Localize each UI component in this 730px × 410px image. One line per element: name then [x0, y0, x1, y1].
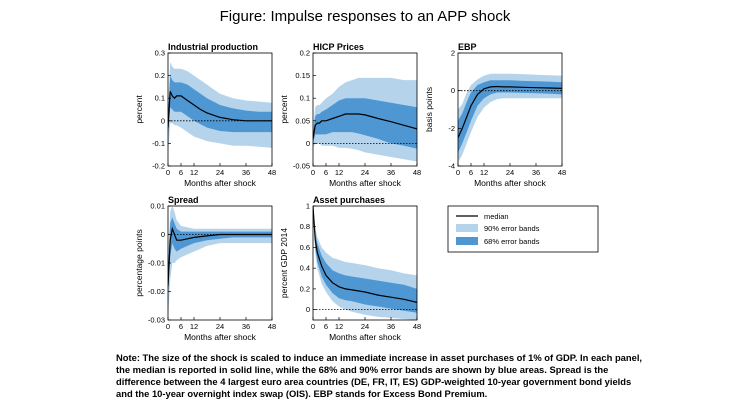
- legend-median-label: median: [484, 212, 509, 221]
- panel-2-ytick-label: 0.2: [300, 49, 310, 58]
- panel-3-xtick-label: 6: [469, 168, 473, 177]
- panel-3-ylabel: basis points: [424, 87, 434, 132]
- panel-2-xtick-label: 0: [311, 168, 315, 177]
- panel-5-xlabel: Months after shock: [329, 332, 402, 342]
- panel-4-ytick-label: 0: [161, 230, 165, 239]
- panel-3-xtick-label: 0: [456, 168, 460, 177]
- panel-1-xtick-label: 6: [179, 168, 183, 177]
- panel-4-ylabel: percentage points: [134, 229, 144, 297]
- panel-1-ytick-label: 0: [161, 116, 165, 125]
- figure-note: Note: The size of the shock is scaled to…: [116, 352, 643, 399]
- panel-5-xtick-label: 0: [311, 322, 315, 331]
- panel-5-ytick-label: 0.8: [300, 222, 310, 231]
- panel-5-band68: [313, 206, 417, 313]
- figure-title: Figure: Impulse responses to an APP shoc…: [219, 8, 511, 25]
- panel-1-median-line: [168, 91, 272, 128]
- panel-5-ytick-label: 1: [306, 202, 310, 211]
- panel-2-ytick-label: 0.15: [295, 71, 310, 80]
- panel-4-frame: [167, 205, 273, 321]
- panel-1-xtick-label: 48: [268, 168, 276, 177]
- panel-2-ytick-label: 0.05: [295, 116, 310, 125]
- panel-1-band68: [168, 75, 272, 139]
- panel-4-xtick-label: 12: [190, 322, 198, 331]
- panel-3-xtick-label: 36: [532, 168, 540, 177]
- panel-4-xtick-label: 0: [166, 322, 170, 331]
- panel-2-xtick-label: 36: [387, 168, 395, 177]
- panel-4-median-line: [168, 226, 272, 286]
- panel-1-ytick-label: 0.2: [155, 71, 165, 80]
- panel-4-band90: [168, 206, 272, 318]
- panel-2-xlabel: Months after shock: [329, 178, 402, 188]
- panel-4-title: Spread: [168, 195, 199, 205]
- panel-3-median-line: [458, 85, 562, 139]
- panel-4-xtick-label: 48: [268, 322, 276, 331]
- panel-1-ytick-label: -0.1: [152, 139, 165, 148]
- panel-5-ytick-label: 0: [306, 305, 310, 314]
- panel-2-xtick-label: 48: [413, 168, 421, 177]
- panel-1-xtick-label: 24: [216, 168, 224, 177]
- panel-2-band68: [313, 98, 417, 149]
- legend-band68-label: 68% error bands: [484, 237, 540, 246]
- legend-band90-label: 90% error bands: [484, 224, 540, 233]
- panel-1-xlabel: Months after shock: [184, 178, 257, 188]
- panel-2-xtick-label: 12: [335, 168, 343, 177]
- panel-1-ylabel: percent: [134, 95, 144, 124]
- panel-5-ylabel: percent GDP 2014: [279, 228, 289, 299]
- panel-5-xtick-label: 48: [413, 322, 421, 331]
- panel-3-xlabel: Months after shock: [474, 178, 547, 188]
- panel-4-ytick-label: -0.02: [148, 287, 165, 296]
- panel-1-title: Industrial production: [168, 42, 258, 52]
- panel-5-xtick-label: 12: [335, 322, 343, 331]
- panel-2-ytick-label: 0: [306, 139, 310, 148]
- panel-3-xtick-label: 24: [506, 168, 514, 177]
- panel-4-xtick-label: 6: [179, 322, 183, 331]
- panel-2-median-line: [313, 113, 417, 139]
- legend-band90-swatch: [456, 224, 478, 232]
- panel-5-title: Asset purchases: [313, 195, 385, 205]
- panel-5-xtick-label: 6: [324, 322, 328, 331]
- panel-2-ylabel: percent: [279, 95, 289, 124]
- panel-2-xtick-label: 6: [324, 168, 328, 177]
- panel-1-ytick-label: 0.1: [155, 94, 165, 103]
- panel-3-title: EBP: [458, 42, 477, 52]
- panel-3-ytick-label: 0: [451, 86, 455, 95]
- panel-3-ytick-label: 2: [451, 49, 455, 58]
- panel-1-xtick-label: 12: [190, 168, 198, 177]
- panel-5-xtick-label: 36: [387, 322, 395, 331]
- panel-1-ytick-label: 0.3: [155, 49, 165, 58]
- panel-5-ytick-label: 0.6: [300, 243, 310, 252]
- panel-3-ytick-label: -4: [448, 162, 455, 171]
- panel-5-median-line: [313, 206, 417, 303]
- legend-band68-swatch: [456, 237, 478, 245]
- panel-2-ytick-label: -0.05: [293, 162, 310, 171]
- panel-4-xlabel: Months after shock: [184, 332, 257, 342]
- panel-2-ytick-label: 0.1: [300, 94, 310, 103]
- panel-1-ytick-label: -0.2: [152, 162, 165, 171]
- panel-3-xtick-label: 12: [480, 168, 488, 177]
- panel-4-xtick-label: 24: [216, 322, 224, 331]
- panel-5-xtick-label: 24: [361, 322, 369, 331]
- panel-2-xtick-label: 24: [361, 168, 369, 177]
- panel-3-ytick-label: -2: [448, 124, 455, 133]
- panel-4-ytick-label: -0.03: [148, 316, 165, 325]
- panel-1-xtick-label: 0: [166, 168, 170, 177]
- panel-2-title: HICP Prices: [313, 42, 364, 52]
- panel-1-xtick-label: 36: [242, 168, 250, 177]
- panel-4-ytick-label: -0.01: [148, 259, 165, 268]
- panel-4-xtick-label: 36: [242, 322, 250, 331]
- panel-5-ytick-label: 0.2: [300, 284, 310, 293]
- panel-5-ytick-label: 0.4: [300, 264, 310, 273]
- panel-4-ytick-label: 0.01: [150, 202, 165, 211]
- panel-3-xtick-label: 48: [558, 168, 566, 177]
